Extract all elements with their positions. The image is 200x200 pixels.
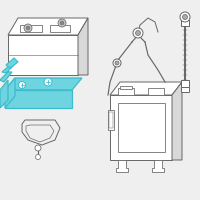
Circle shape — [180, 12, 190, 22]
Polygon shape — [6, 58, 18, 68]
Polygon shape — [152, 160, 164, 172]
Polygon shape — [172, 82, 182, 160]
Polygon shape — [181, 80, 189, 87]
Polygon shape — [0, 72, 12, 82]
Polygon shape — [5, 90, 72, 108]
Polygon shape — [20, 25, 42, 32]
Circle shape — [35, 145, 41, 151]
Polygon shape — [78, 18, 88, 75]
Circle shape — [60, 21, 64, 25]
Polygon shape — [50, 25, 70, 32]
Circle shape — [44, 78, 52, 86]
Circle shape — [24, 24, 32, 32]
Polygon shape — [120, 86, 132, 89]
Polygon shape — [2, 65, 14, 73]
Circle shape — [136, 30, 140, 36]
Circle shape — [36, 154, 40, 160]
Polygon shape — [181, 87, 189, 92]
Polygon shape — [5, 78, 15, 108]
Circle shape — [115, 61, 119, 65]
Polygon shape — [110, 82, 182, 95]
Circle shape — [182, 15, 188, 20]
Polygon shape — [110, 95, 172, 160]
Circle shape — [113, 59, 121, 67]
Polygon shape — [116, 160, 128, 172]
Polygon shape — [108, 110, 114, 130]
Polygon shape — [5, 78, 82, 90]
Polygon shape — [8, 35, 78, 75]
Polygon shape — [8, 18, 88, 35]
Circle shape — [58, 19, 66, 27]
Circle shape — [18, 82, 26, 88]
Polygon shape — [181, 20, 189, 26]
Polygon shape — [0, 80, 8, 108]
Circle shape — [26, 26, 30, 30]
Circle shape — [133, 28, 143, 38]
Polygon shape — [118, 88, 134, 95]
Polygon shape — [148, 88, 164, 95]
